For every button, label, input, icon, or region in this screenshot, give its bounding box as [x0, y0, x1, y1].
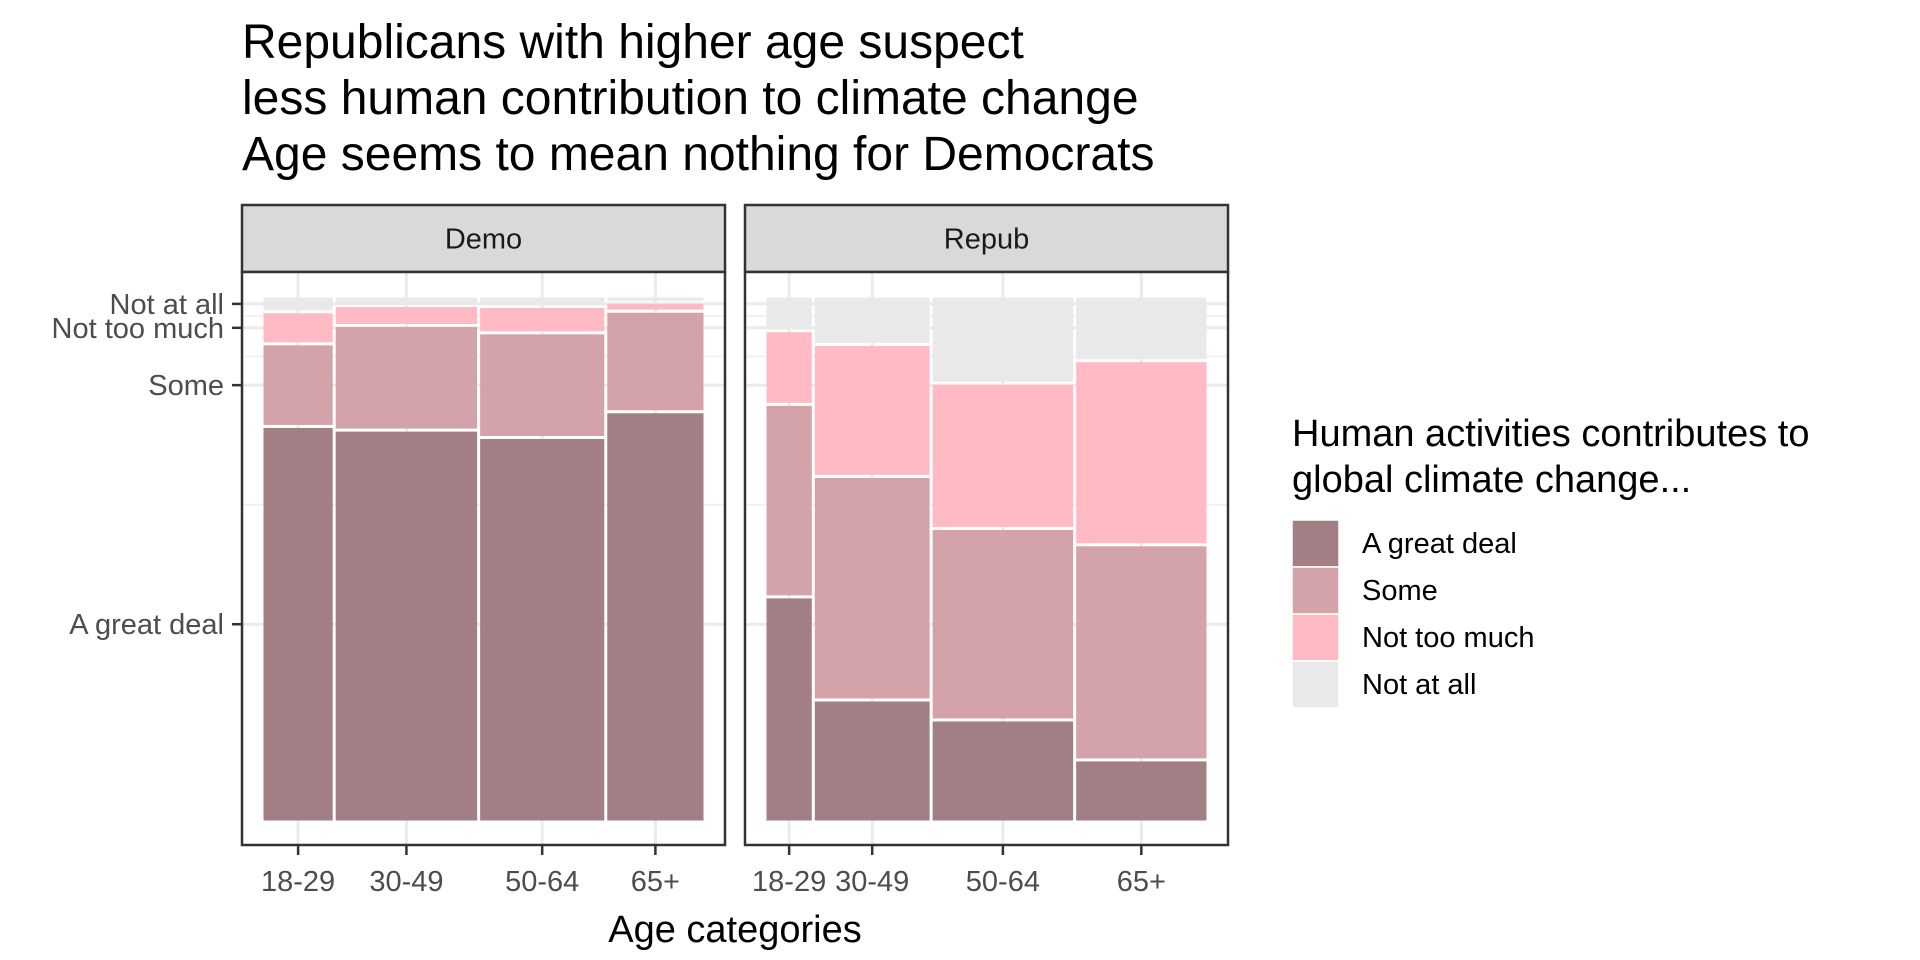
panel-border	[743, 270, 1230, 847]
tile-repub-30-49-some	[814, 477, 930, 699]
title-line-1: Republicans with higher age suspect	[242, 16, 1024, 69]
tile-demo-30-49-not-too-much	[335, 306, 478, 324]
x-tick-label: 50-64	[966, 866, 1040, 898]
tile-repub-50-64-some	[932, 529, 1074, 719]
tile-repub-65-not-too-much	[1076, 362, 1207, 544]
legend-item-not-too-much: Not too much	[1291, 613, 1534, 662]
facet-panels: Demo 18-29 30-49 50-64 65+ Repub 18-29 30-49 50-…	[240, 203, 1230, 898]
legend-key	[1291, 519, 1340, 568]
panel-demo: Demo 18-29 30-49 50-64 65+	[240, 203, 727, 898]
y-tick-label-not-at-all: Not at all	[110, 289, 224, 321]
y-tick-label-not-too-much: Not too much	[52, 313, 224, 345]
x-tick-label: 50-64	[505, 866, 579, 898]
legend-item-a-great-deal: A great deal	[1291, 519, 1517, 568]
x-tick-label: 30-49	[369, 866, 443, 898]
tile-repub-50-64-a-great-deal	[932, 721, 1074, 821]
tile-demo-65-not-at-all	[607, 297, 704, 301]
tile-repub-30-49-not-too-much	[814, 345, 930, 475]
x-axis-ticks: 18-29 30-49 50-64 65+	[752, 845, 1166, 898]
facet-strip	[240, 203, 727, 274]
tile-demo-65-some	[607, 312, 704, 411]
y-tick-label-some: Some	[148, 370, 224, 402]
legend-key	[1291, 566, 1340, 615]
tile-repub-50-64-not-at-all	[932, 297, 1074, 382]
tile-demo-65-a-great-deal	[607, 413, 704, 821]
tile-demo-18-29-a-great-deal	[263, 427, 333, 821]
tile-repub-18-29-not-at-all	[766, 297, 812, 330]
legend-item-not-at-all: Not at all	[1291, 660, 1476, 709]
tile-demo-65-not-too-much	[607, 303, 704, 310]
tile-demo-18-29-some	[263, 345, 333, 425]
facet-strip-label: Demo	[445, 224, 522, 256]
tiles	[263, 297, 704, 821]
chart-title: Republicans with higher age suspect less…	[242, 16, 1154, 181]
facet-strip-label: Repub	[944, 224, 1029, 256]
legend-key	[1291, 613, 1340, 662]
tile-repub-18-29-some	[766, 405, 812, 596]
tile-repub-30-49-not-at-all	[814, 297, 930, 343]
x-tick-label: 65+	[1117, 866, 1166, 898]
legend-label: A great deal	[1362, 528, 1517, 560]
tile-repub-18-29-a-great-deal	[766, 598, 812, 821]
tile-demo-50-64-some	[480, 334, 605, 436]
title-line-3: Age seems to mean nothing for Democrats	[242, 128, 1154, 181]
y-tick-label-a-great-deal: A great deal	[69, 609, 224, 641]
x-tick-label: 18-29	[261, 866, 335, 898]
legend-label: Not at all	[1362, 669, 1476, 701]
x-tick-label: 30-49	[835, 866, 909, 898]
facet-strip	[743, 203, 1230, 274]
legend-label: Not too much	[1362, 622, 1534, 654]
tile-demo-30-49-a-great-deal	[335, 431, 478, 821]
tile-demo-18-29-not-at-all	[263, 297, 333, 311]
legend-title-line-2: global climate change...	[1292, 459, 1691, 501]
tile-demo-50-64-not-at-all	[480, 297, 605, 306]
panel-repub: Repub 18-29 30-49 50-64 65+	[743, 203, 1230, 898]
tiles	[766, 297, 1207, 821]
tile-repub-50-64-not-too-much	[932, 384, 1074, 527]
title-line-2: less human contribution to climate chang…	[242, 72, 1139, 125]
tile-repub-65-some	[1076, 546, 1207, 759]
legend-key	[1291, 660, 1340, 709]
tile-repub-65-not-at-all	[1076, 297, 1207, 360]
x-axis-ticks: 18-29 30-49 50-64 65+	[261, 845, 680, 898]
legend-title-line-1: Human activities contributes to	[1292, 413, 1809, 455]
x-tick-label: 65+	[631, 866, 680, 898]
x-tick-label: 18-29	[752, 866, 826, 898]
tile-repub-65-a-great-deal	[1076, 761, 1207, 821]
tile-demo-30-49-not-at-all	[335, 297, 478, 304]
tile-demo-50-64-not-too-much	[480, 308, 605, 332]
tile-repub-18-29-not-too-much	[766, 332, 812, 403]
tile-repub-30-49-a-great-deal	[814, 701, 930, 821]
panel-border	[240, 270, 727, 847]
legend: Human activities contributes to global c…	[1291, 413, 1809, 709]
tile-demo-18-29-not-too-much	[263, 313, 333, 343]
legend-label: Some	[1362, 575, 1438, 607]
x-axis-title: Age categories	[608, 909, 862, 951]
tile-demo-30-49-some	[335, 326, 478, 429]
tile-demo-50-64-a-great-deal	[480, 438, 605, 821]
legend-item-some: Some	[1291, 566, 1438, 615]
